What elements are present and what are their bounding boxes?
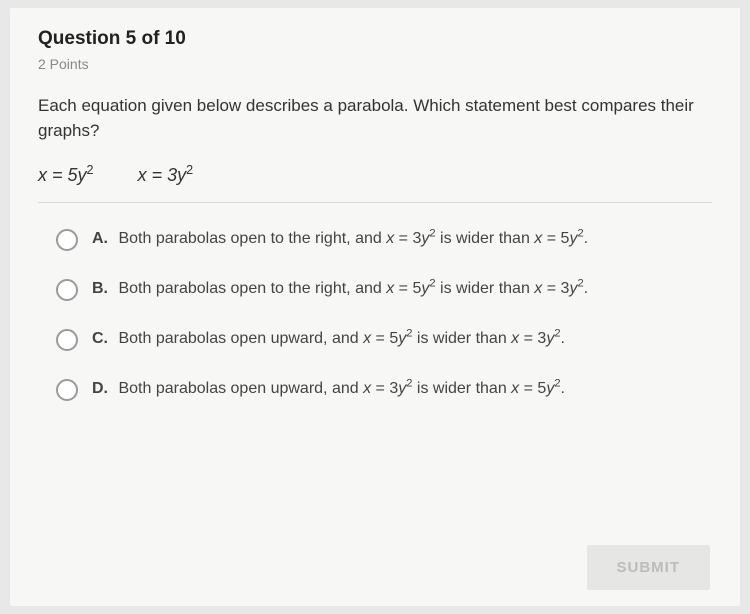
option-label: D. — [92, 380, 108, 397]
option-b[interactable]: B. Both parabolas open to the right, and… — [56, 277, 712, 301]
option-label: A. — [92, 230, 108, 247]
equation-2: x = 3y2 — [138, 165, 194, 185]
radio-icon[interactable] — [56, 379, 78, 401]
option-body: Both parabolas open to the right, and x … — [118, 280, 588, 297]
option-body: Both parabolas open upward, and x = 5y2 … — [118, 330, 565, 347]
option-text: C. Both parabolas open upward, and x = 5… — [92, 327, 565, 351]
question-card: Question 5 of 10 2 Points Each equation … — [10, 8, 740, 606]
radio-icon[interactable] — [56, 229, 78, 251]
question-points: 2 Points — [38, 56, 712, 72]
option-d[interactable]: D. Both parabolas open upward, and x = 3… — [56, 377, 712, 401]
option-text: B. Both parabolas open to the right, and… — [92, 277, 588, 301]
option-label: B. — [92, 280, 108, 297]
option-a[interactable]: A. Both parabolas open to the right, and… — [56, 227, 712, 251]
option-body: Both parabolas open to the right, and x … — [118, 230, 588, 247]
equation-1: x = 5y2 — [38, 165, 94, 185]
option-text: A. Both parabolas open to the right, and… — [92, 227, 588, 251]
option-c[interactable]: C. Both parabolas open upward, and x = 5… — [56, 327, 712, 351]
radio-icon[interactable] — [56, 279, 78, 301]
divider — [38, 202, 712, 203]
submit-button[interactable]: SUBMIT — [587, 545, 711, 590]
option-label: C. — [92, 330, 108, 347]
options-list: A. Both parabolas open to the right, and… — [38, 227, 712, 401]
radio-icon[interactable] — [56, 329, 78, 351]
option-text: D. Both parabolas open upward, and x = 3… — [92, 377, 565, 401]
question-title: Question 5 of 10 — [38, 28, 712, 50]
question-prompt: Each equation given below describes a pa… — [38, 94, 712, 143]
option-body: Both parabolas open upward, and x = 3y2 … — [118, 380, 565, 397]
question-equations: x = 5y2 x = 3y2 — [38, 165, 712, 186]
